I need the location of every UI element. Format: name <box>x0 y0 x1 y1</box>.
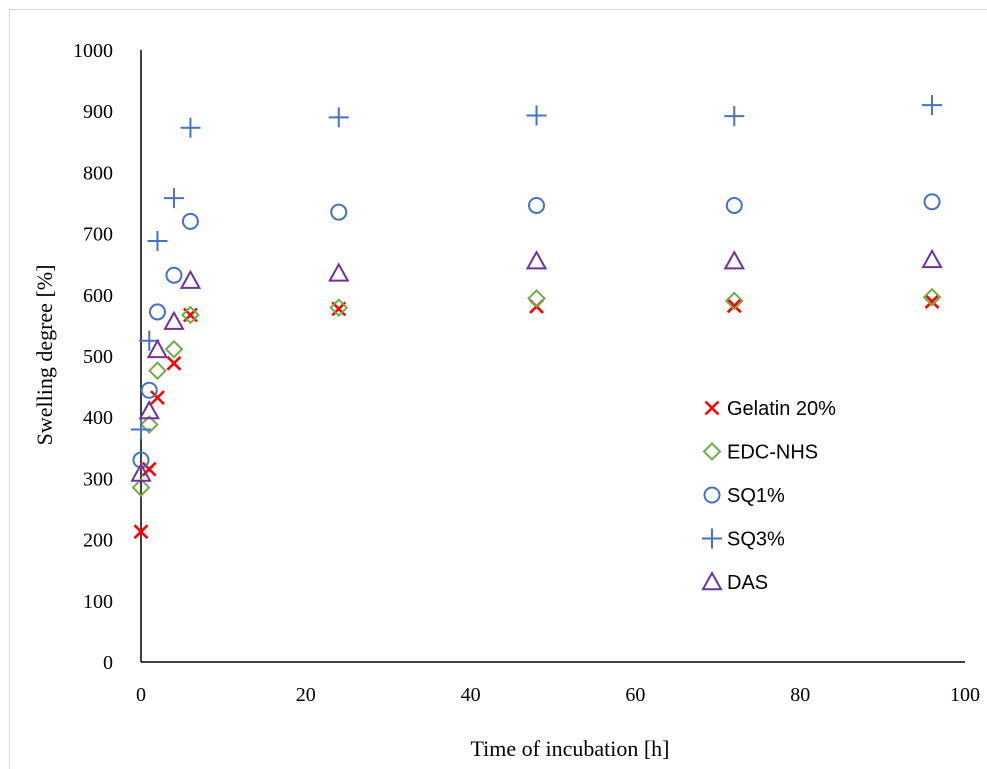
legend-marker <box>702 528 722 549</box>
axes <box>140 50 965 663</box>
data-point <box>922 287 942 307</box>
data-point <box>166 355 182 371</box>
data-point <box>724 291 744 311</box>
legend-label: EDC-NHS <box>727 442 818 464</box>
y-tick-label: 0 <box>103 652 113 674</box>
data-point <box>724 106 745 127</box>
data-point <box>132 451 150 469</box>
y-tick-label: 400 <box>83 407 113 429</box>
data-point <box>328 262 350 282</box>
legend-label: DAS <box>727 572 768 594</box>
y-tick-label: 900 <box>83 101 113 123</box>
data-point <box>726 298 742 314</box>
data-point <box>181 305 200 325</box>
x-tick-label: 80 <box>790 684 810 706</box>
x-axis-label: Time of incubation [h] <box>471 736 670 761</box>
data-point <box>163 188 184 209</box>
legend-marker <box>703 486 721 504</box>
x-tick-label: 40 <box>461 684 481 706</box>
chart-frame <box>9 9 987 769</box>
data-point <box>165 266 183 284</box>
data-point <box>147 230 168 251</box>
data-point <box>329 298 349 318</box>
x-tick-label: 60 <box>625 684 645 706</box>
y-tick-label: 300 <box>83 468 113 490</box>
data-point <box>133 524 149 540</box>
data-point <box>131 478 151 497</box>
data-point <box>525 250 548 270</box>
data-point <box>140 381 158 399</box>
x-tick-label: 20 <box>296 684 316 706</box>
data-point <box>180 117 201 138</box>
data-point <box>150 390 165 406</box>
data-point <box>164 339 184 359</box>
data-point <box>146 338 169 359</box>
data-points <box>130 95 943 540</box>
y-tick-labels: 0 100 200 300 400 500 600 700 800 900 1000 <box>73 40 113 674</box>
data-point <box>139 330 160 351</box>
legend: Gelatin 20% EDC-NHS SQ1% SQ3% DAS <box>701 398 836 594</box>
y-tick-label: 800 <box>83 162 113 184</box>
y-tick-label: 100 <box>83 591 113 613</box>
y-tick-label: 700 <box>83 224 113 246</box>
legend-marker <box>701 570 723 591</box>
data-point <box>148 303 166 321</box>
data-point <box>725 196 743 214</box>
data-point <box>328 107 349 128</box>
data-point <box>163 310 185 330</box>
data-point <box>181 212 199 230</box>
data-point <box>924 294 940 309</box>
data-point <box>148 361 167 381</box>
x-tick-label: 0 <box>136 684 146 706</box>
data-point <box>923 193 941 211</box>
data-point <box>526 105 547 126</box>
data-point <box>922 95 943 116</box>
legend-label: SQ1% <box>727 485 785 507</box>
data-point <box>138 400 160 420</box>
data-point <box>131 419 151 440</box>
data-point <box>130 462 152 482</box>
data-point <box>921 248 943 269</box>
data-point <box>139 415 159 434</box>
y-tick-label: 200 <box>83 530 113 552</box>
data-point <box>723 250 745 270</box>
legend-marker <box>702 442 722 461</box>
legend-label: Gelatin 20% <box>727 398 836 420</box>
data-point <box>527 289 546 308</box>
x-tick-labels: 0 20 40 60 80 100 <box>136 684 980 706</box>
y-tick-label: 500 <box>83 346 113 368</box>
y-tick-label: 600 <box>83 285 113 307</box>
legend-marker <box>704 400 720 416</box>
data-point <box>330 203 348 221</box>
data-point <box>528 196 546 214</box>
legend-label: SQ3% <box>727 529 785 551</box>
y-axis-label: Swelling degree [%] <box>32 265 57 446</box>
x-tick-label: 100 <box>950 684 980 706</box>
y-tick-label: 1000 <box>73 40 113 62</box>
data-point <box>179 269 202 289</box>
